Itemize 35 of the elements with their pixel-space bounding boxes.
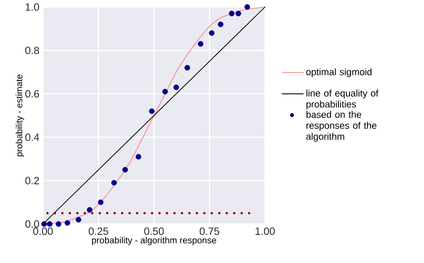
point [162, 88, 168, 94]
y-tick-label: 0.8 [25, 46, 40, 54]
point [184, 64, 190, 71]
x-tick-label: 1.00 [256, 228, 275, 235]
point [56, 221, 62, 227]
point [86, 207, 92, 213]
point [148, 108, 155, 114]
y-tick-label: 1.0 [26, 3, 40, 11]
point [208, 30, 215, 36]
point [76, 216, 82, 222]
x-tick-label: 0.00 [33, 228, 53, 235]
x-tick-label: 0.50 [144, 228, 164, 235]
y-tick-label: 0.6 [25, 90, 40, 98]
point [198, 41, 204, 47]
point [122, 166, 128, 173]
point [173, 84, 179, 90]
y-axis-title: probability - estimate [16, 74, 24, 156]
point [236, 10, 242, 16]
legend-label: optimal sigmoid [306, 68, 372, 78]
point [46, 221, 52, 227]
legend-label: based on the responses of the algorithm [306, 110, 376, 142]
x-axis-title: probability - algorithm response [92, 236, 216, 246]
point [111, 180, 117, 186]
point [244, 4, 250, 10]
x-tick-label: 0.75 [200, 228, 220, 235]
y-tick-label: 0.4 [25, 134, 40, 141]
point [41, 221, 47, 227]
point [64, 220, 70, 226]
y-tick-label: 0.2 [25, 176, 39, 184]
point [98, 200, 104, 206]
point [218, 22, 224, 28]
point [228, 10, 234, 16]
x-tick-label: 0.25 [88, 228, 108, 235]
point [136, 154, 142, 160]
y-tick-label: 0.0 [25, 220, 40, 228]
